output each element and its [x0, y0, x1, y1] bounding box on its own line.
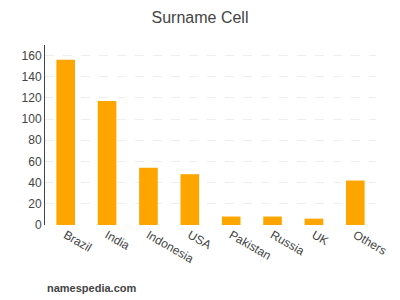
svg-text:USA: USA [185, 228, 213, 252]
svg-text:40: 40 [28, 176, 42, 190]
svg-text:160: 160 [22, 49, 42, 63]
svg-text:140: 140 [22, 70, 42, 84]
svg-text:120: 120 [22, 91, 42, 105]
svg-text:Surname Cell: Surname Cell [152, 9, 249, 26]
svg-text:60: 60 [28, 155, 42, 169]
svg-text:20: 20 [28, 197, 42, 211]
svg-text:namespedia.com: namespedia.com [47, 282, 136, 294]
svg-text:Others: Others [351, 228, 389, 258]
svg-text:Brazil: Brazil [61, 228, 94, 255]
svg-text:Indonesia: Indonesia [144, 228, 196, 266]
svg-text:100: 100 [22, 112, 42, 126]
svg-text:India: India [103, 228, 133, 253]
svg-text:UK: UK [309, 228, 330, 248]
svg-text:Russia: Russia [268, 228, 307, 259]
svg-text:80: 80 [28, 133, 42, 147]
svg-text:Pakistan: Pakistan [227, 228, 274, 263]
svg-text:0: 0 [35, 218, 42, 232]
